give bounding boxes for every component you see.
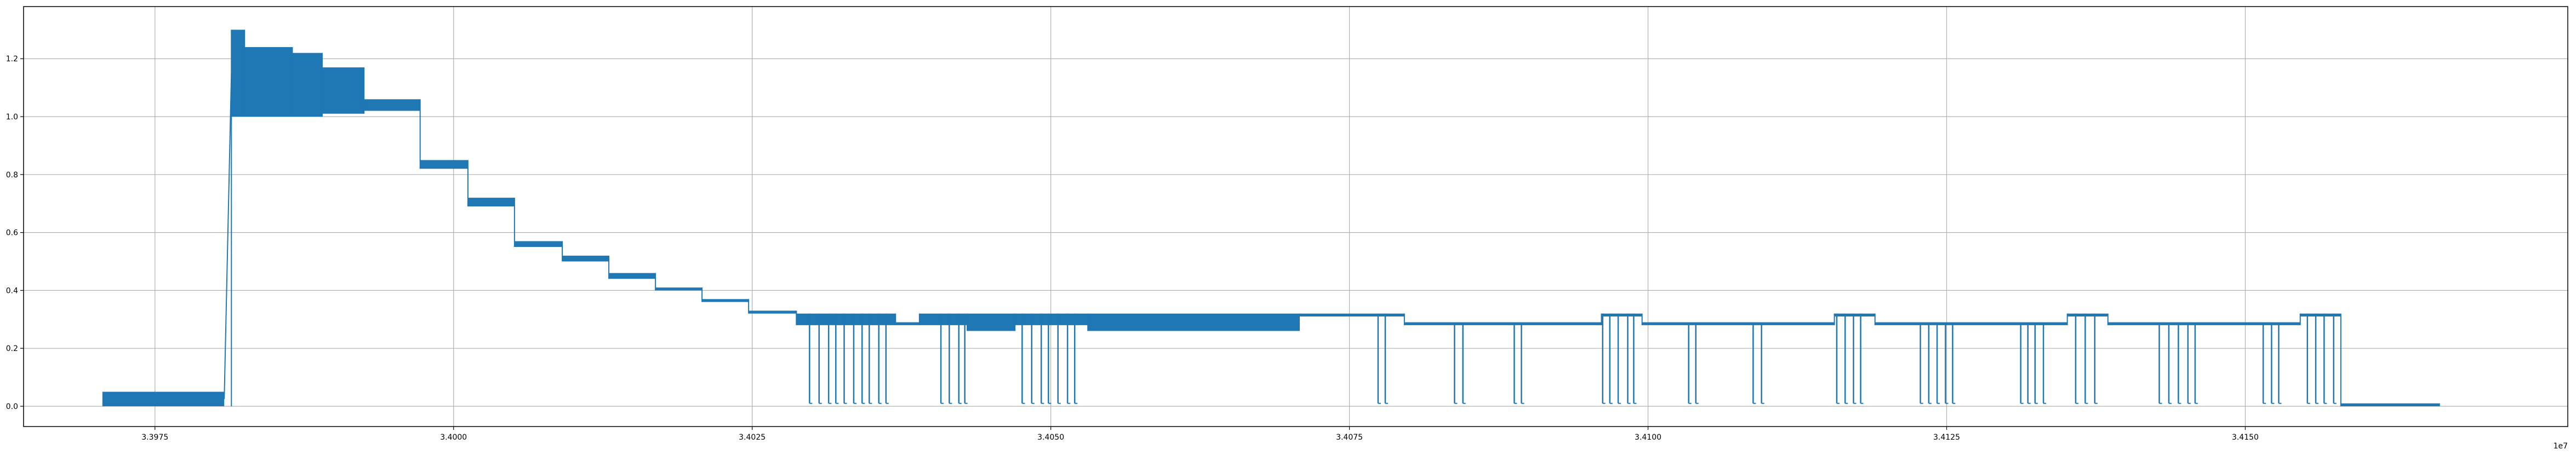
signal-band [609, 273, 656, 279]
axis-ticks: 3.3975 3.4000 3.4025 3.4050 3.4075 3.4100 3.41… [6, 55, 2259, 442]
x-tick-label: 3.4050 [1037, 433, 1064, 442]
signal-band [1299, 313, 1404, 316]
signal-band [2340, 403, 2440, 406]
signal-band [562, 255, 609, 262]
x-tick-label: 3.4025 [739, 433, 766, 442]
signal-band [231, 30, 245, 117]
signal-band [514, 241, 563, 247]
x-tick-label: 3.4075 [1336, 433, 1363, 442]
signal-band [2067, 313, 2108, 316]
axes-frame [23, 6, 2568, 427]
signal-band [2300, 313, 2341, 316]
signal-band [796, 313, 896, 325]
signal-band [655, 287, 702, 291]
signal-band [1088, 313, 1300, 331]
signal-band [1404, 322, 1602, 325]
y-tick-label: 0.6 [6, 229, 18, 238]
y-tick-label: 0.8 [6, 171, 18, 180]
x-axis-offset-label: 1e7 [2554, 442, 2568, 451]
y-tick-label: 1.0 [6, 113, 18, 122]
x-tick-label: 3.4125 [1933, 433, 1960, 442]
signal-band [1642, 322, 1835, 325]
signal-band [749, 310, 797, 314]
signal-band [1834, 313, 1875, 316]
x-tick-label: 3.3975 [141, 433, 168, 442]
x-tick-label: 3.4100 [1635, 433, 1661, 442]
signal-band [2107, 322, 2300, 325]
x-tick-label: 3.4150 [2232, 433, 2259, 442]
grid-lines [24, 7, 2568, 427]
signal-band [1601, 313, 1642, 316]
series-segment [224, 73, 232, 399]
y-tick-label: 1.2 [6, 55, 18, 64]
signal-band [420, 160, 468, 169]
signal-band [364, 99, 420, 111]
signal-band [292, 53, 322, 117]
signal-band [322, 67, 364, 114]
signal-band [702, 299, 749, 302]
signal-band [895, 322, 919, 325]
signal-band [1875, 322, 2067, 325]
y-tick-label: 0.4 [6, 286, 18, 295]
signal-band [467, 198, 515, 206]
signal-band [102, 391, 225, 406]
signal-band [244, 47, 293, 117]
series-line [102, 30, 2440, 406]
y-tick-label: 0.0 [6, 402, 18, 411]
signal-band [919, 313, 968, 325]
y-tick-label: 0.2 [6, 344, 18, 353]
signal-band [967, 313, 1015, 331]
signal-band [1015, 313, 1088, 325]
x-tick-label: 3.4000 [440, 433, 467, 442]
